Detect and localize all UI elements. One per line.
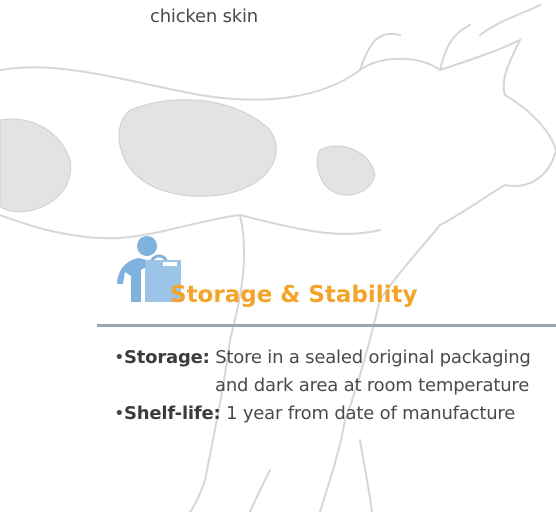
shelf-life-line: Shelf-life: 1 year from date of manufact… [124,403,515,424]
item-text: and dark area at room temperature [215,375,529,396]
intro-text: chicken skin [150,6,258,27]
section-title: Storage & Stability [170,282,418,308]
item-label: Storage: [124,347,210,368]
item-text: 1 year from date of manufacture [226,403,515,424]
page: {"intro": {"text_tail": "chicken skin"},… [0,0,556,512]
section-rule [97,324,556,327]
item-label: Shelf-life: [124,403,221,424]
background-cow-sketch [0,0,556,512]
storage-line: Storage: Store in a sealed original pack… [124,347,531,368]
item-text: Store in a sealed original packaging [215,347,530,368]
